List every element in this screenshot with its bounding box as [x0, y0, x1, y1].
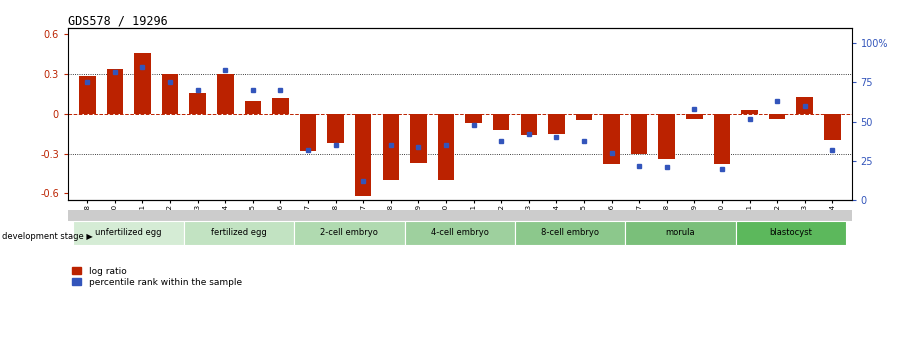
Bar: [438, 114, 454, 180]
Bar: [736, 221, 846, 245]
Bar: [245, 101, 261, 114]
Bar: [107, 69, 123, 114]
Text: fertilized egg: fertilized egg: [211, 228, 267, 237]
Bar: [769, 114, 786, 119]
Bar: [300, 114, 316, 151]
Bar: [73, 221, 184, 245]
Bar: [79, 76, 95, 114]
Bar: [515, 221, 625, 245]
Text: 8-cell embryo: 8-cell embryo: [541, 228, 599, 237]
Text: GDS578 / 19296: GDS578 / 19296: [68, 14, 168, 28]
Bar: [625, 221, 736, 245]
Bar: [824, 114, 841, 140]
Bar: [382, 114, 399, 180]
Bar: [184, 221, 294, 245]
Bar: [294, 221, 405, 245]
Bar: [68, 210, 852, 221]
Bar: [714, 114, 730, 164]
Bar: [327, 114, 344, 143]
Text: development stage ▶: development stage ▶: [2, 232, 92, 241]
Bar: [493, 114, 509, 130]
Bar: [796, 97, 813, 114]
Bar: [686, 114, 703, 119]
Bar: [405, 221, 515, 245]
Bar: [410, 114, 427, 163]
Bar: [217, 74, 234, 114]
Bar: [659, 114, 675, 159]
Text: 4-cell embryo: 4-cell embryo: [431, 228, 488, 237]
Bar: [741, 110, 757, 114]
Bar: [575, 114, 593, 120]
Bar: [466, 114, 482, 123]
Bar: [603, 114, 620, 164]
Text: morula: morula: [666, 228, 696, 237]
Bar: [134, 53, 150, 114]
Bar: [548, 114, 564, 134]
Bar: [162, 74, 178, 114]
Text: 2-cell embryo: 2-cell embryo: [321, 228, 379, 237]
Bar: [272, 98, 289, 114]
Bar: [355, 114, 371, 196]
Text: blastocyst: blastocyst: [769, 228, 813, 237]
Legend: log ratio, percentile rank within the sample: log ratio, percentile rank within the sa…: [72, 267, 242, 287]
Bar: [189, 92, 206, 114]
Bar: [521, 114, 537, 135]
Text: unfertilized egg: unfertilized egg: [95, 228, 162, 237]
Bar: [631, 114, 648, 154]
